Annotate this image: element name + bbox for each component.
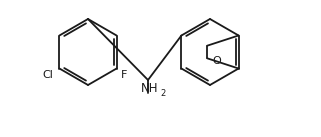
Text: Cl: Cl bbox=[43, 69, 53, 79]
Text: NH: NH bbox=[141, 82, 159, 95]
Text: O: O bbox=[212, 56, 221, 66]
Text: F: F bbox=[121, 69, 127, 79]
Text: 2: 2 bbox=[160, 89, 165, 98]
